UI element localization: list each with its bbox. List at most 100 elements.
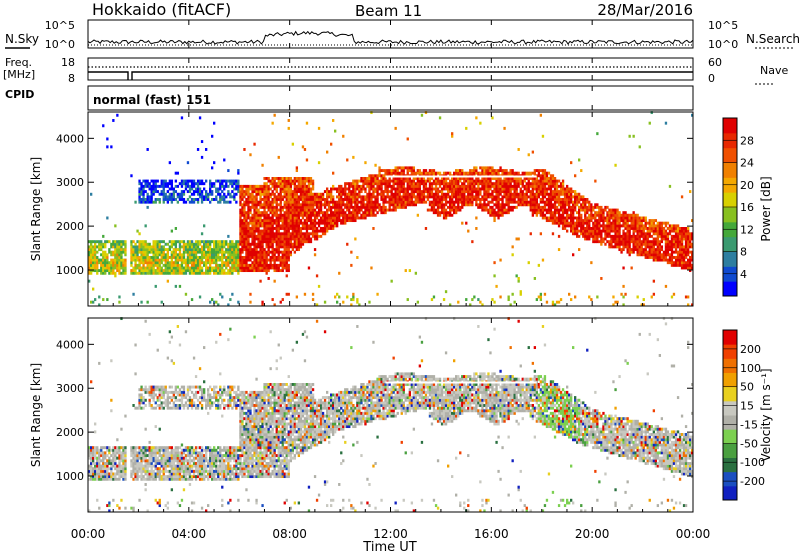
heat-cell xyxy=(608,229,611,233)
heat-cell xyxy=(511,187,514,191)
heat-cell xyxy=(332,227,335,230)
heat-cell xyxy=(582,234,585,238)
heat-cell xyxy=(588,200,591,204)
heat-cell xyxy=(334,211,337,215)
heat-cell xyxy=(624,234,627,238)
heat-cell xyxy=(382,169,385,173)
heat-cell xyxy=(259,219,262,223)
heat-cell xyxy=(277,242,280,246)
heat-cell xyxy=(380,208,383,212)
heat-cell xyxy=(168,161,172,165)
heat-cell xyxy=(449,303,452,307)
heat-cell xyxy=(551,192,555,196)
heat-cell xyxy=(642,237,645,241)
heat-cell xyxy=(144,258,147,262)
heat-cell xyxy=(279,213,282,217)
heat-cell xyxy=(245,245,248,249)
heat-cell xyxy=(352,295,355,299)
heat-cell xyxy=(499,192,502,196)
heat-cell xyxy=(88,261,91,265)
heat-cell xyxy=(467,182,470,186)
heat-cell xyxy=(96,263,99,267)
heat-cell xyxy=(332,200,335,204)
heat-cell xyxy=(255,216,258,220)
heat-cell xyxy=(457,171,460,175)
heat-cell xyxy=(311,203,315,207)
heat-cell xyxy=(96,266,99,270)
heat-cell xyxy=(358,192,361,196)
heat-cell xyxy=(495,171,498,175)
heat-cell xyxy=(289,198,293,201)
heat-cell xyxy=(566,184,569,188)
heat-cell xyxy=(418,171,422,175)
heat-cell xyxy=(648,221,651,225)
heat-cell xyxy=(291,224,295,228)
heat-cell xyxy=(261,219,264,223)
heat-cell xyxy=(485,192,488,196)
heat-cell xyxy=(154,198,157,201)
heat-cell xyxy=(372,179,375,183)
heat-cell xyxy=(557,192,561,196)
heat-cell xyxy=(434,187,438,191)
heat-cell xyxy=(557,224,561,228)
heat-cell xyxy=(150,250,153,254)
heat-cell xyxy=(608,211,611,215)
heat-cell xyxy=(277,224,280,228)
heat-cell xyxy=(245,234,248,238)
heat-cell xyxy=(116,258,119,262)
heat-cell xyxy=(209,200,212,204)
heat-cell xyxy=(259,213,262,217)
heat-cell xyxy=(217,269,220,273)
heat-cell xyxy=(112,258,115,262)
heat-cell xyxy=(140,248,143,252)
heat-cell xyxy=(368,200,371,204)
heat-cell xyxy=(551,232,555,236)
heat-cell xyxy=(237,169,240,173)
heat-cell xyxy=(483,190,486,194)
heat-cell xyxy=(326,203,329,207)
heat-cell xyxy=(497,171,500,175)
heat-cell xyxy=(259,221,262,225)
heat-cell xyxy=(285,179,288,183)
heat-cell xyxy=(535,169,539,173)
heat-cell xyxy=(273,213,276,217)
heat-cell xyxy=(588,232,591,236)
heat-cell xyxy=(307,187,311,191)
heat-cell xyxy=(372,174,375,178)
heat-cell xyxy=(263,253,266,257)
heat-cell xyxy=(332,203,335,207)
heat-cell xyxy=(606,213,609,217)
heat-cell xyxy=(297,208,301,212)
heat-cell xyxy=(394,192,397,196)
heat-cell xyxy=(285,224,288,228)
heat-cell xyxy=(402,203,405,207)
heat-cell xyxy=(311,179,315,183)
heat-cell xyxy=(267,269,270,273)
heat-cell xyxy=(517,195,520,199)
heat-cell xyxy=(648,232,651,236)
heat-cell xyxy=(666,227,670,230)
heat-cell xyxy=(293,195,297,199)
heat-cell xyxy=(225,248,228,252)
heat-cell xyxy=(533,208,537,212)
heat-cell xyxy=(152,240,155,244)
heat-cell xyxy=(138,261,141,265)
heat-cell xyxy=(354,219,357,223)
heat-cell xyxy=(412,166,416,170)
heat-cell xyxy=(378,203,381,207)
heat-cell xyxy=(303,211,307,215)
heat-cell xyxy=(529,171,532,175)
heat-cell xyxy=(122,266,125,270)
heat-cell xyxy=(241,263,244,267)
heat-cell xyxy=(285,245,288,249)
heat-cell xyxy=(124,261,127,265)
heat-cell xyxy=(90,266,93,270)
heat-cell xyxy=(590,234,593,238)
heat-cell xyxy=(563,192,567,196)
heat-cell xyxy=(88,248,91,252)
heat-cell xyxy=(249,219,252,223)
heat-cell xyxy=(590,203,593,207)
heat-cell xyxy=(434,182,438,186)
heat-cell xyxy=(275,203,278,207)
heat-cell xyxy=(289,213,293,217)
